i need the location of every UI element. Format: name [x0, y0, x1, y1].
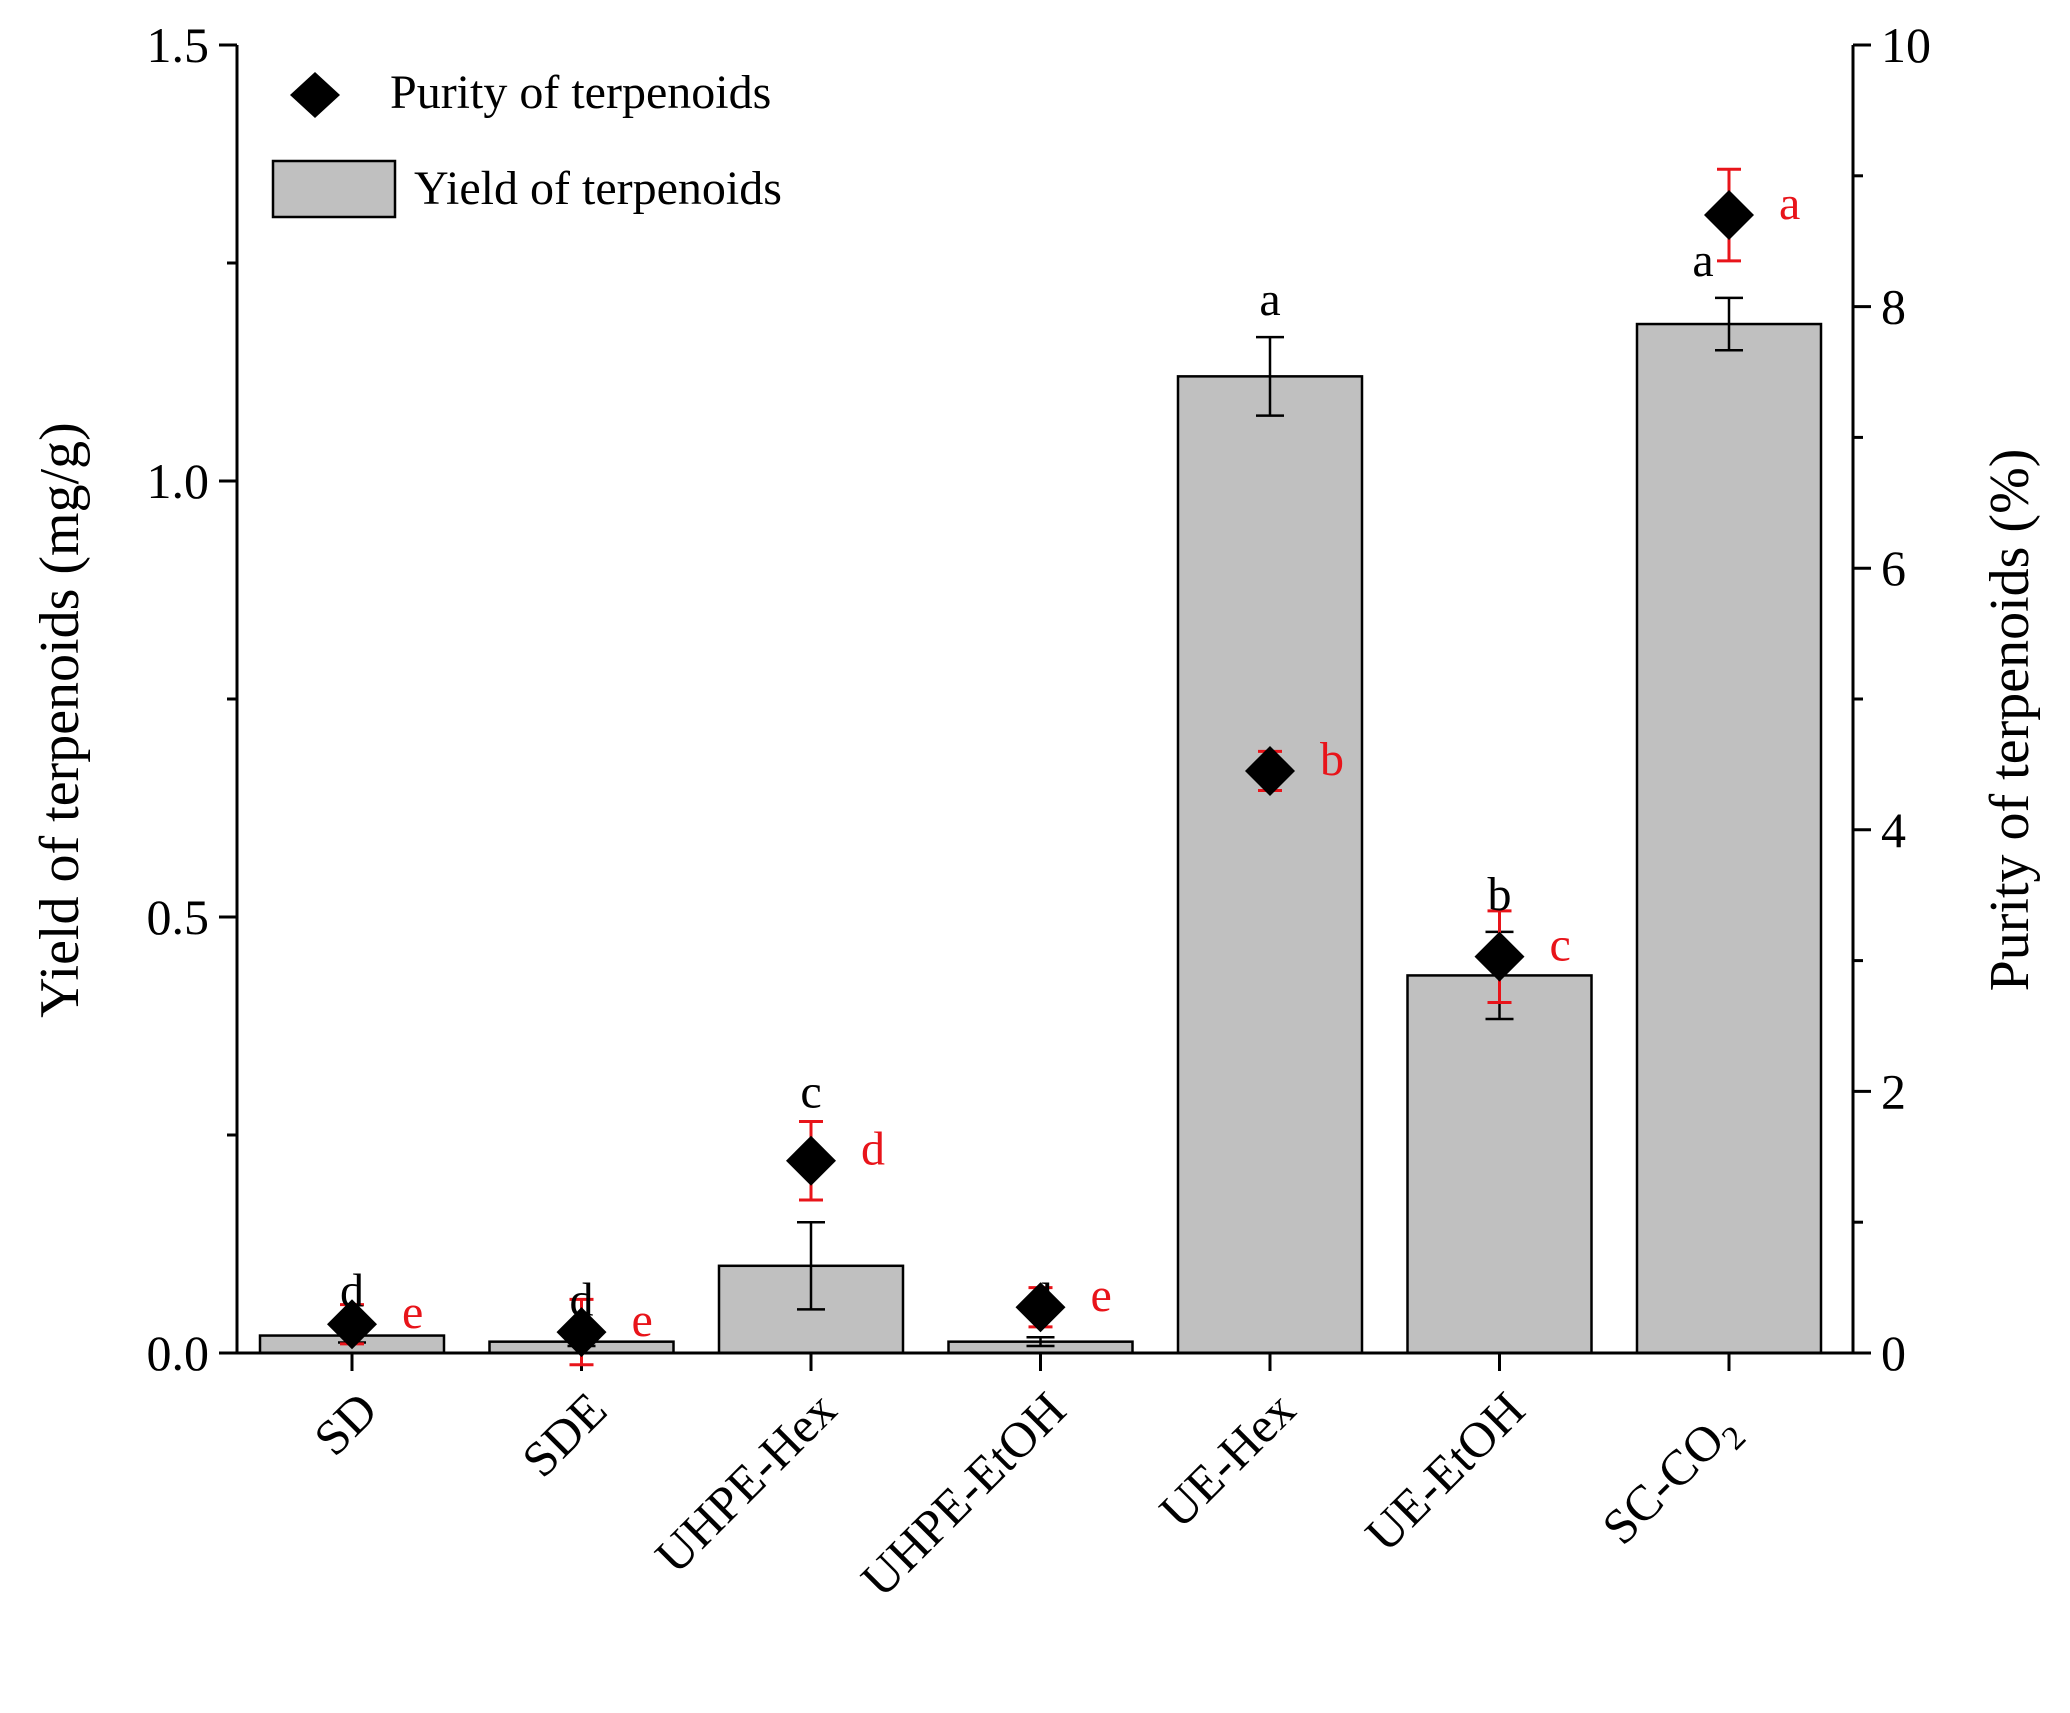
legend-bar-swatch: [271, 159, 397, 219]
legend-purity-label: Purity of terpenoids: [390, 66, 771, 119]
purity-significance-letter: e: [1091, 1269, 1112, 1322]
bar-significance-letter: a: [1259, 273, 1280, 326]
purity-marker-uhpe-hex: [786, 1135, 836, 1186]
legend: Purity of terpenoids Yield of terpenoids: [271, 66, 782, 219]
x-tick-label-sde: SDE: [511, 1381, 617, 1487]
purity-significance-letter: e: [632, 1294, 653, 1347]
y-tick-label: 1.0: [147, 453, 210, 509]
x-tick-label-ue-etoh: UE-EtOH: [1354, 1381, 1535, 1562]
purity-marker-ue-etoh: [1474, 931, 1525, 982]
y-tick-label: 0.5: [147, 889, 210, 945]
x-tick-label-uhpe-hex: UHPE-Hex: [644, 1381, 847, 1584]
y-tick-label: 1.5: [147, 17, 210, 73]
purity-significance-letter: b: [1320, 733, 1344, 786]
y2-tick-label: 6: [1881, 540, 1906, 596]
purity-marker-ue-hex: [1245, 745, 1295, 796]
y2-tick-label: 4: [1881, 802, 1906, 858]
x-tick-label-ue-hex: UE-Hex: [1148, 1381, 1305, 1538]
x-tick-label-sc-co: SC-CO2: [1591, 1399, 1753, 1561]
annotation-letter: c: [800, 1065, 821, 1118]
purity-marker-uhpe-etoh: [1015, 1282, 1066, 1333]
y2-tick-label: 8: [1881, 279, 1906, 335]
x-tick-label-sd: SD: [303, 1381, 388, 1466]
purity-significance-letter: a: [1779, 177, 1800, 230]
bar-ue-hex: [1176, 375, 1364, 1355]
purity-significance-letter: e: [402, 1286, 423, 1339]
y2-tick-label: 0: [1881, 1325, 1906, 1381]
purity-marker-sd: [327, 1299, 377, 1350]
y-tick-label: 0.0: [147, 1325, 210, 1381]
purity-marker-sde: [556, 1307, 607, 1358]
purity-significance-letter: c: [1550, 919, 1571, 972]
x-tick-label-uhpe-etoh: UHPE-EtOH: [850, 1381, 1076, 1607]
bar-significance-letter: a: [1692, 234, 1713, 287]
bar-significance-letter: d: [1029, 1273, 1053, 1326]
bar-sc-co: [1635, 322, 1823, 1355]
bar-significance-letter: b: [1488, 868, 1512, 921]
y2-tick-label: 2: [1881, 1063, 1906, 1119]
plot-area: 0.0 0.5 1.0 1.5 0 2 4 6 8 10 SD SDE UHPE-Hex UHPE-EtO…: [147, 17, 1932, 1607]
purity-significance-letter: d: [861, 1123, 885, 1176]
legend-yield-label: Yield of terpenoids: [414, 162, 782, 215]
purity-marker-sc-co: [1704, 190, 1754, 241]
y-axis-label: Yield of terpenoids (mg/g): [29, 422, 91, 1018]
legend-diamond-marker: [290, 72, 340, 118]
y2-tick-label: 10: [1881, 17, 1931, 73]
bar-significance-letter: d: [570, 1273, 594, 1326]
x-tick-label-subscript: 2: [1715, 1419, 1753, 1457]
bar-ue-etoh: [1406, 974, 1593, 1355]
bar-significance-letter: d: [340, 1265, 364, 1318]
y2-axis-label: Purity of terpenoids (%): [1979, 449, 2041, 992]
